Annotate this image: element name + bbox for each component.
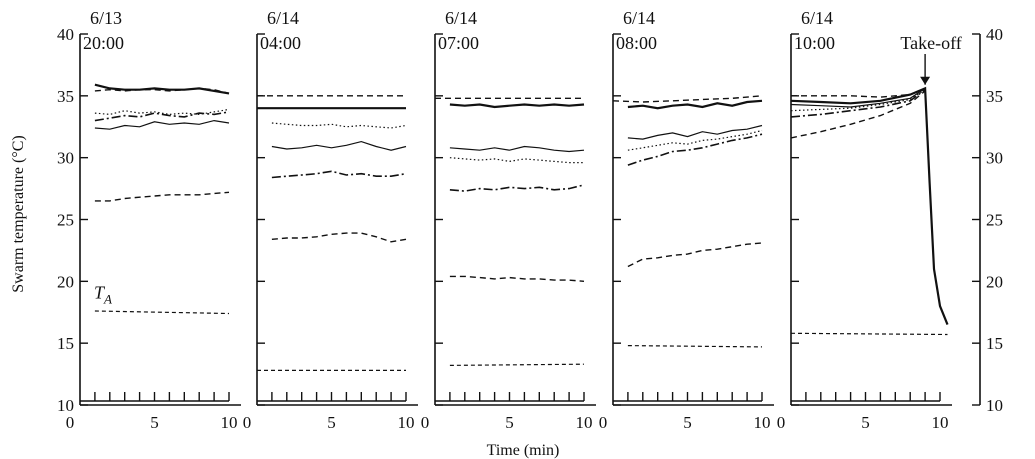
series-line-2: [94, 87, 230, 95]
series-line-6: [449, 275, 585, 282]
right-y-tick-label: 25: [986, 211, 1003, 230]
panel-time-label: 04:00: [260, 33, 301, 53]
x-tick-label: 0: [243, 413, 252, 432]
y-tick-label: 25: [57, 211, 74, 230]
y-axis-title: Swarm temperature (°C): [10, 135, 27, 292]
x-tick-label: 0: [421, 413, 430, 432]
x-tick-label: 0: [777, 413, 786, 432]
panel-date-label: 6/14: [445, 8, 477, 28]
panel-2: 0 5 10 6/14 04:00: [243, 8, 418, 432]
panel-date-label: 6/13: [90, 8, 122, 28]
series-line-2: [627, 99, 763, 110]
y-tick-label: 35: [57, 87, 74, 106]
right-y-tick-label: 10: [986, 396, 1003, 415]
x-tick-label: 0: [599, 413, 608, 432]
x-tick-label: 5: [150, 413, 159, 432]
x-tick-label: 10: [576, 413, 593, 432]
y-tick-label: 10: [57, 396, 74, 415]
series-line-1: [612, 95, 763, 103]
x-tick-label: 5: [861, 413, 870, 432]
panels-group: 10 15 20 25 30 35 40 0 5 10 6/13 20:00 TA 0 5 10 6/14 04:…: [57, 8, 1003, 432]
y-tick-label: 20: [57, 272, 74, 291]
series-line-3: [94, 108, 230, 116]
panel-date-label: 6/14: [801, 8, 833, 28]
x-tick-label: 10: [754, 413, 771, 432]
series-line-7: [94, 310, 230, 315]
x-axis-title: Time (min): [487, 442, 560, 459]
series-line-6: [790, 90, 926, 139]
series-line-7: [790, 332, 948, 336]
series-line-3: [790, 87, 926, 108]
series-line-6: [627, 242, 763, 268]
x-tick-label: 5: [505, 413, 514, 432]
right-y-tick-label: 15: [986, 334, 1003, 353]
series-line-3: [271, 122, 407, 129]
take-off-label: Take-off: [900, 33, 961, 53]
take-off-arrow-head: [920, 76, 931, 85]
right-y-tick-label: 30: [986, 149, 1003, 168]
series-line-5: [449, 184, 585, 192]
panel-time-label: 08:00: [616, 33, 657, 53]
series-line-7: [449, 363, 585, 366]
series-line-4: [790, 89, 926, 112]
y-tick-label: 30: [57, 149, 74, 168]
series-line-3: [449, 145, 585, 153]
x-tick-label: 0: [66, 413, 75, 432]
right-y-tick-label: 20: [986, 272, 1003, 291]
panel-time-label: 07:00: [438, 33, 479, 53]
panel-time-label: 20:00: [83, 33, 124, 53]
series-line-4: [449, 157, 584, 164]
right-y-tick-label: 40: [986, 25, 1003, 44]
panel-time-label: 10:00: [794, 33, 835, 53]
panel-date-label: 6/14: [267, 8, 299, 28]
series-line-7: [627, 345, 763, 348]
panel-1: 10 15 20 25 30 35 40 0 5 10 6/13 20:00 TA: [57, 8, 241, 432]
series-line-5: [790, 89, 926, 118]
x-tick-label: 5: [327, 413, 336, 432]
panel-date-label: 6/14: [623, 8, 655, 28]
x-tick-label: 5: [683, 413, 692, 432]
series-line-6: [94, 191, 230, 202]
x-tick-label: 10: [398, 413, 415, 432]
panel-4: 0 5 10 6/14 08:00: [599, 8, 774, 432]
series-line-2: [790, 86, 949, 326]
right-y-tick-label: 35: [986, 87, 1003, 106]
y-tick-label: 40: [57, 25, 74, 44]
y-tick-label: 15: [57, 334, 74, 353]
x-tick-label: 10: [221, 413, 238, 432]
panel-3: 0 5 10 6/14 07:00: [421, 8, 596, 432]
series-line-5: [94, 119, 230, 130]
series-line-5: [271, 170, 407, 179]
series-line-4: [627, 129, 763, 151]
series-line-6: [271, 232, 407, 243]
series-line-3: [627, 124, 763, 140]
series-line-5: [627, 133, 763, 166]
series-line-2: [449, 103, 585, 109]
ta-label: TA: [94, 283, 112, 307]
series-line-4: [94, 111, 230, 122]
panel-5: 10 15 20 25 30 35 40 0 5 10 6/14 10:00 Take-off: [777, 8, 1003, 432]
x-tick-label: 10: [932, 413, 949, 432]
series-line-4: [271, 140, 407, 151]
